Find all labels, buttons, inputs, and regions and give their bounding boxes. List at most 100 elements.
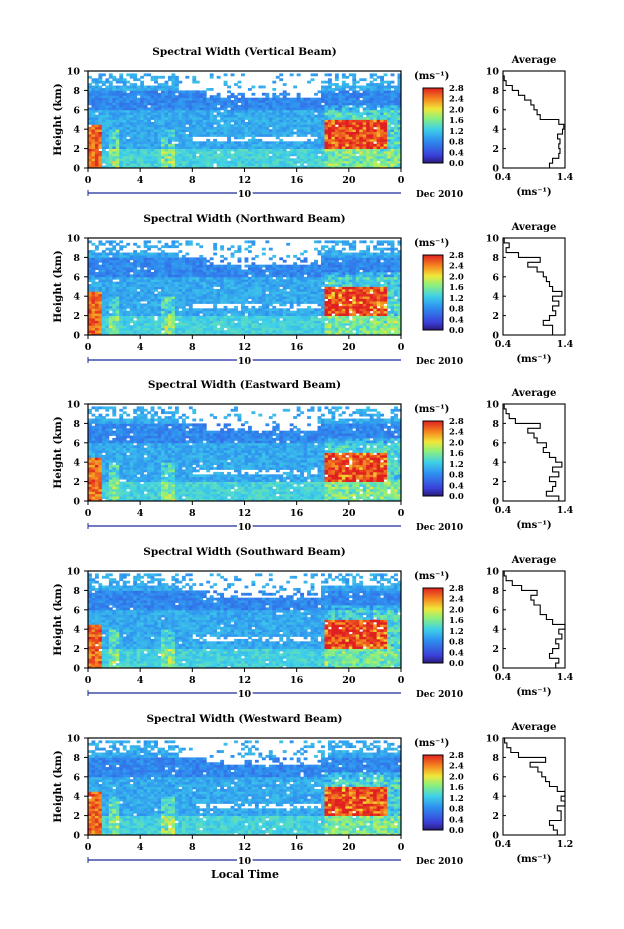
x-tick-label: 20 <box>342 675 356 686</box>
colorbar-tick-label: 1.2 <box>449 794 464 804</box>
colorbar-tick-label: 0.0 <box>449 826 464 836</box>
profile-frame <box>502 570 566 669</box>
y-tick-label: 0 <box>73 831 80 842</box>
shared-xlabel: Local Time <box>211 868 279 881</box>
chart-panel-4: Spectral Width (Westward Beam)0246810Hei… <box>52 713 574 869</box>
y-tick-label: 6 <box>73 438 80 449</box>
x-tick-label: 4 <box>137 508 144 519</box>
y-tick-label: 10 <box>67 734 81 745</box>
profile-x-tick-label: 1.4 <box>557 172 574 183</box>
colorbar <box>422 587 444 664</box>
x-tick-label: 20 <box>342 508 356 519</box>
x-tick-label: 16 <box>290 508 304 519</box>
x-tick-label: 20 <box>342 175 356 186</box>
profile-xlabel: (ms⁻¹) <box>516 187 551 198</box>
profile-x-tick-label: 0.4 <box>495 172 512 183</box>
profile-y-tick-label: 6 <box>492 272 499 283</box>
profile-y-tick-label: 10 <box>486 400 500 411</box>
profile-y-tick-label: 10 <box>486 567 500 578</box>
x-tick-label: 0 <box>398 675 405 686</box>
chart-title: Spectral Width (Eastward Beam) <box>148 379 341 391</box>
y-tick-label: 6 <box>73 772 80 783</box>
colorbar <box>422 254 444 331</box>
x-tick-label: 0 <box>85 842 92 853</box>
colorbar-tick-label: 2.4 <box>449 762 464 772</box>
heatmap-cells <box>88 73 402 169</box>
profile-line <box>502 71 565 168</box>
x-tick-label: 20 <box>342 842 356 853</box>
profile-y-tick-label: 8 <box>492 586 499 597</box>
x-tick-label: 16 <box>290 675 304 686</box>
y-tick-label: 2 <box>73 644 80 655</box>
x-tick-label: 20 <box>342 342 356 353</box>
chart-panel-3: Spectral Width (Southward Beam)0246810He… <box>52 546 574 702</box>
colorbar-unit: (ms⁻¹) <box>414 238 449 249</box>
y-tick-label: 0 <box>73 664 80 675</box>
y-tick-label: 8 <box>73 86 80 97</box>
profile-y-tick-label: 0 <box>492 664 499 675</box>
profile-y-tick-label: 2 <box>492 644 499 655</box>
colorbar-tick-label: 1.2 <box>449 127 464 137</box>
colorbar-tick-label: 2.8 <box>449 251 464 261</box>
profile-y-tick-label: 4 <box>492 458 499 469</box>
heatmap-cells <box>88 573 402 669</box>
day-label: 10 <box>238 856 252 867</box>
profile-y-tick-label: 2 <box>492 144 499 155</box>
colorbar-tick-label: 0.4 <box>449 315 464 325</box>
x-tick-label: 8 <box>189 342 196 353</box>
profile-x-tick-label: 1.2 <box>557 839 574 850</box>
y-tick-label: 0 <box>73 331 80 342</box>
y-tick-label: 2 <box>73 144 80 155</box>
profile-frame <box>502 237 566 336</box>
chart-panel-2: Spectral Width (Eastward Beam)0246810Hei… <box>52 379 574 535</box>
profile-y-tick-label: 6 <box>492 772 499 783</box>
profile-x-tick-label: 1.4 <box>557 505 574 516</box>
y-tick-label: 4 <box>73 792 80 803</box>
x-tick-label: 8 <box>189 675 196 686</box>
y-tick-label: 8 <box>73 419 80 430</box>
date-label: Dec 2010 <box>416 857 463 867</box>
colorbar-tick-label: 2.4 <box>449 595 464 605</box>
x-tick-label: 12 <box>238 508 251 519</box>
profile-title: Average <box>511 722 557 733</box>
chart-title: Spectral Width (Southward Beam) <box>143 546 345 558</box>
y-axis-label: Height (km) <box>52 583 64 655</box>
colorbar-tick-label: 2.0 <box>449 438 464 448</box>
profile-title: Average <box>511 555 557 566</box>
y-tick-label: 10 <box>67 400 81 411</box>
y-tick-label: 8 <box>73 753 80 764</box>
y-tick-label: 6 <box>73 605 80 616</box>
colorbar-tick-label: 0.8 <box>449 138 464 148</box>
day-label: 10 <box>238 189 252 200</box>
profile-x-tick-label: 1.4 <box>557 672 574 683</box>
x-tick-label: 0 <box>398 175 405 186</box>
x-tick-label: 8 <box>189 508 196 519</box>
colorbar-tick-label: 2.0 <box>449 605 464 615</box>
x-tick-label: 12 <box>238 842 251 853</box>
profile-line <box>504 738 566 835</box>
profile-line <box>503 404 563 501</box>
colorbar-tick-label: 2.0 <box>449 772 464 782</box>
x-tick-label: 0 <box>85 675 92 686</box>
colorbar-tick-label: 2.8 <box>449 417 464 427</box>
y-tick-label: 10 <box>67 234 81 245</box>
x-tick-label: 8 <box>189 842 196 853</box>
profile-y-tick-label: 8 <box>492 753 499 764</box>
profile-line <box>503 571 566 668</box>
colorbar-tick-label: 1.6 <box>449 783 464 793</box>
y-tick-label: 8 <box>73 253 80 264</box>
profile-y-tick-label: 10 <box>486 234 500 245</box>
x-tick-label: 16 <box>290 842 304 853</box>
profile-frame <box>502 403 566 502</box>
colorbar-tick-label: 0.0 <box>449 659 464 669</box>
x-tick-label: 16 <box>290 342 304 353</box>
y-tick-label: 6 <box>73 105 80 116</box>
profile-frame <box>502 737 566 836</box>
colorbar-tick-label: 1.2 <box>449 460 464 470</box>
colorbar-tick-label: 1.6 <box>449 283 464 293</box>
colorbar-tick-label: 2.0 <box>449 272 464 282</box>
colorbar-unit: (ms⁻¹) <box>414 738 449 749</box>
y-tick-label: 0 <box>73 164 80 175</box>
heatmap-cells <box>88 740 402 836</box>
